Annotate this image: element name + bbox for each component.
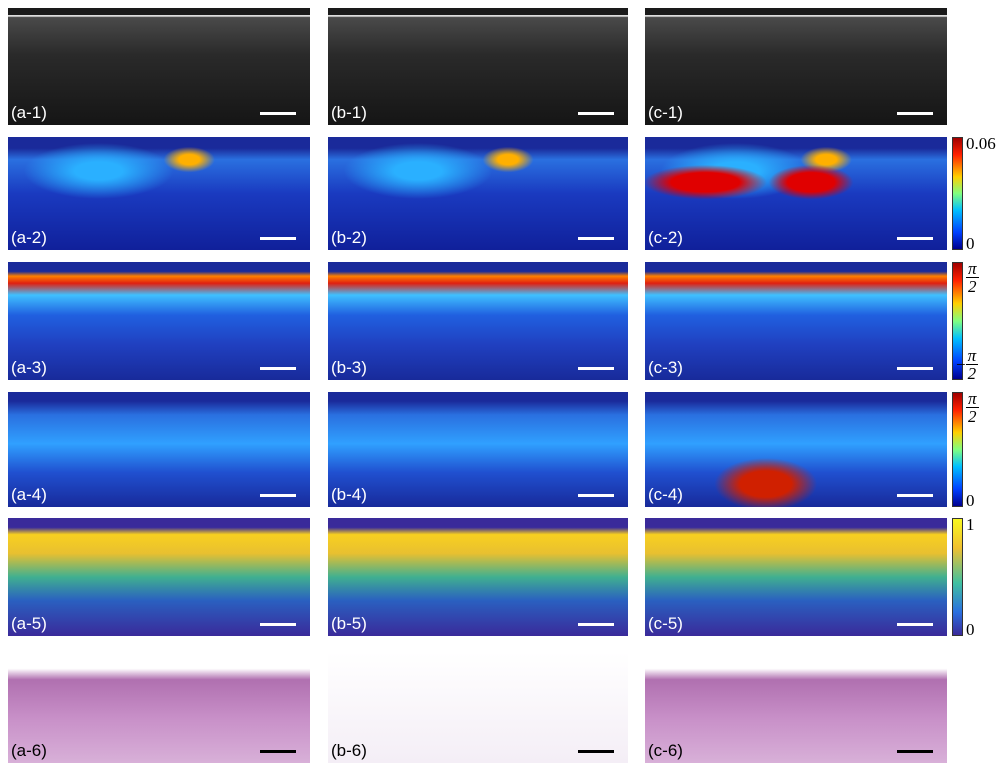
- scale-bar: [578, 112, 614, 115]
- colorbar-min-label: 0: [966, 621, 975, 638]
- scale-bar: [260, 750, 296, 753]
- scale-bar: [897, 623, 933, 626]
- colorbar: [952, 392, 963, 507]
- denominator: 2: [966, 365, 979, 382]
- panel-label: (c-4): [648, 485, 683, 505]
- numerator: π: [966, 260, 979, 278]
- panel-label: (a-1): [11, 103, 47, 123]
- colorbar-max-label: 0.06: [966, 135, 996, 152]
- panel-label: (a-5): [11, 614, 47, 634]
- panel-label: (b-3): [331, 358, 367, 378]
- image-panel: (c-3): [645, 262, 947, 380]
- image-panel: (b-2): [328, 137, 628, 250]
- panel-label: (a-6): [11, 741, 47, 761]
- scale-bar: [260, 112, 296, 115]
- panel-label: (b-6): [331, 741, 367, 761]
- sign: −: [956, 355, 966, 374]
- panel-label: (c-5): [648, 614, 683, 634]
- panel-label: (c-2): [648, 228, 683, 248]
- scale-bar: [897, 494, 933, 497]
- panel-label: (a-4): [11, 485, 47, 505]
- panel-label: (a-2): [11, 228, 47, 248]
- image-panel: (a-4): [8, 392, 310, 507]
- panel-label: (b-1): [331, 103, 367, 123]
- panel-label: (c-1): [648, 103, 683, 123]
- image-panel: (a-5): [8, 518, 310, 636]
- scale-bar: [578, 367, 614, 370]
- numerator: π: [966, 390, 979, 408]
- panel-label: (b-4): [331, 485, 367, 505]
- scale-bar: [897, 237, 933, 240]
- scale-bar: [260, 367, 296, 370]
- image-panel: (a-3): [8, 262, 310, 380]
- image-panel: (b-1): [328, 8, 628, 125]
- scale-bar: [578, 750, 614, 753]
- scale-bar: [897, 750, 933, 753]
- denominator: 2: [966, 278, 979, 295]
- scale-bar: [260, 237, 296, 240]
- scale-bar: [578, 494, 614, 497]
- figure: (a-1) (b-1) (c-1) (a-2) (b-2) (c-2) (a-3) (b-3)…: [0, 0, 999, 769]
- image-panel: (c-4): [645, 392, 947, 507]
- image-panel: (b-4): [328, 392, 628, 507]
- panel-label: (c-6): [648, 741, 683, 761]
- scale-bar: [897, 367, 933, 370]
- colorbar-min-label: 0: [966, 235, 975, 252]
- numerator: π: [966, 347, 979, 365]
- scale-bar: [260, 623, 296, 626]
- panel-label: (c-3): [648, 358, 683, 378]
- image-panel: (c-2): [645, 137, 947, 250]
- image-panel: (a-6): [8, 652, 310, 763]
- image-panel: (c-5): [645, 518, 947, 636]
- colorbar-min-label: 0: [966, 492, 975, 509]
- denominator: 2: [966, 408, 979, 425]
- colorbar: [952, 137, 963, 250]
- image-panel: (a-1): [8, 8, 310, 125]
- panel-label: (b-5): [331, 614, 367, 634]
- scale-bar: [897, 112, 933, 115]
- image-panel: (c-1): [645, 8, 947, 125]
- scale-bar: [578, 237, 614, 240]
- scale-bar: [260, 494, 296, 497]
- image-panel: (b-5): [328, 518, 628, 636]
- image-panel: (a-2): [8, 137, 310, 250]
- image-panel: (b-6): [328, 652, 628, 763]
- image-panel: (b-3): [328, 262, 628, 380]
- panel-label: (a-3): [11, 358, 47, 378]
- scale-bar: [578, 623, 614, 626]
- colorbar-max-label: 1: [966, 516, 975, 533]
- panel-label: (b-2): [331, 228, 367, 248]
- colorbar: [952, 518, 963, 636]
- image-panel: (c-6): [645, 652, 947, 763]
